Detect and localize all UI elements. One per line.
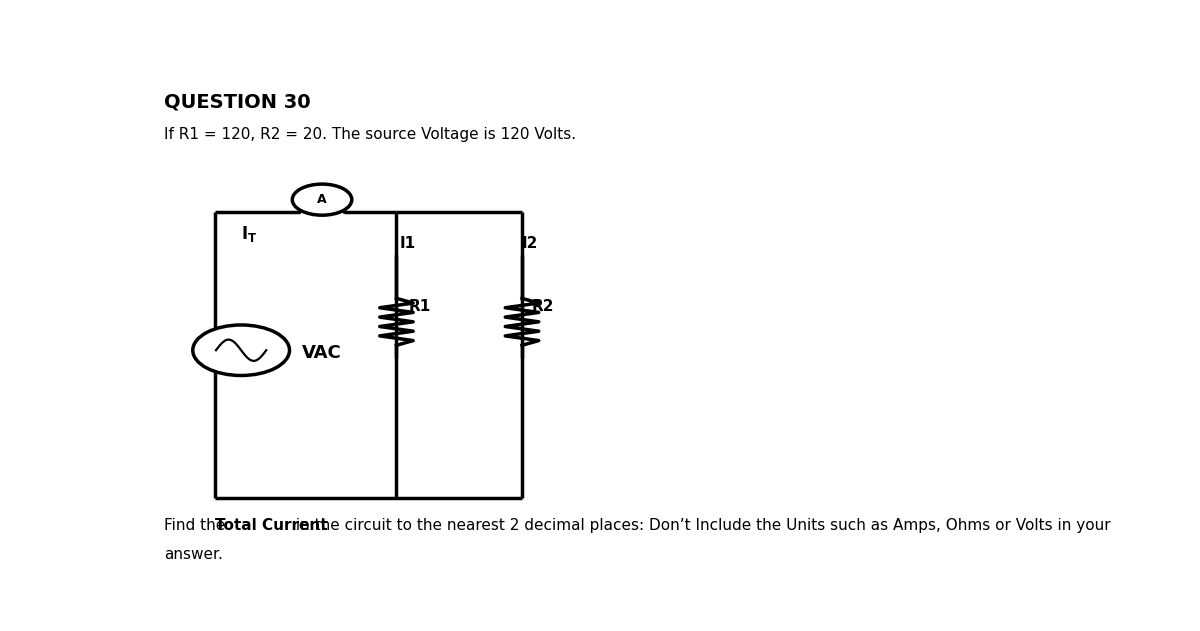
Text: I1: I1	[400, 236, 415, 251]
Text: answer.: answer.	[164, 547, 223, 562]
Text: QUESTION 30: QUESTION 30	[164, 93, 311, 112]
Circle shape	[193, 325, 289, 375]
Text: in the circuit to the nearest 2 decimal places: Don’t Include the Units such as : in the circuit to the nearest 2 decimal …	[292, 518, 1111, 533]
Text: R2: R2	[532, 299, 553, 314]
Text: A: A	[317, 193, 326, 206]
Text: $\mathbf{I_T}$: $\mathbf{I_T}$	[241, 223, 257, 244]
Circle shape	[293, 184, 352, 215]
Text: I2: I2	[522, 236, 539, 251]
Text: R1: R1	[408, 299, 431, 314]
Text: Total Current: Total Current	[215, 518, 328, 533]
Text: Find the: Find the	[164, 518, 230, 533]
Text: VAC: VAC	[302, 344, 342, 362]
Text: If R1 = 120, R2 = 20. The source Voltage is 120 Volts.: If R1 = 120, R2 = 20. The source Voltage…	[164, 127, 576, 142]
